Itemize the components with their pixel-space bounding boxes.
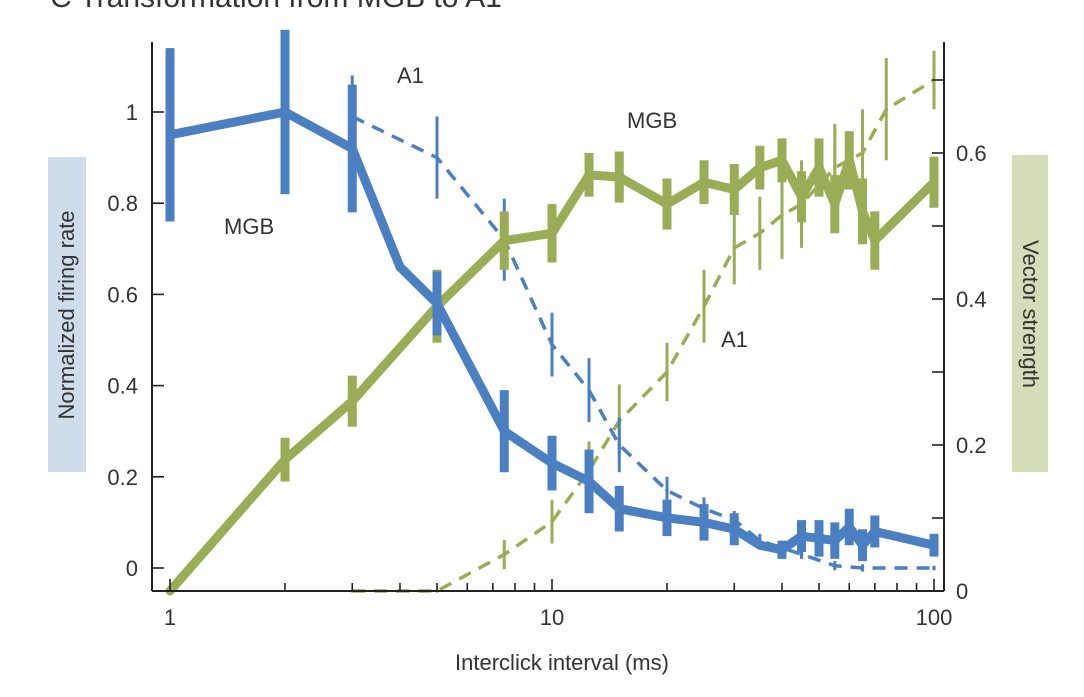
data-point <box>858 206 868 216</box>
data-point <box>797 531 807 541</box>
data-point <box>435 155 439 160</box>
data-point <box>729 185 739 194</box>
y-left-tick-label: 0.4 <box>107 374 138 399</box>
data-point <box>814 533 824 543</box>
y-left-tick-label: 0 <box>126 556 138 581</box>
data-point <box>502 552 507 557</box>
data-point <box>814 163 824 173</box>
series-label-vs_MGB: MGB <box>627 108 677 133</box>
data-point <box>699 177 709 187</box>
x-tick-label: 10 <box>540 605 564 630</box>
y-left-tick-label: 0.8 <box>107 191 138 216</box>
x-tick-label: 1 <box>164 605 176 630</box>
y-axis-right-label-box: Vector strength <box>1012 155 1048 472</box>
y-right-tick-label: 0.6 <box>956 141 987 166</box>
data-point <box>858 540 868 550</box>
data-point <box>797 192 807 202</box>
data-point <box>280 107 290 117</box>
data-point <box>860 151 865 155</box>
data-point <box>833 165 837 170</box>
data-point <box>844 522 854 532</box>
data-point <box>665 488 669 493</box>
data-point <box>584 170 594 180</box>
data-point <box>755 163 765 173</box>
data-point <box>844 155 854 165</box>
data-point <box>665 370 669 374</box>
x-tick-label: 100 <box>916 605 953 630</box>
data-point <box>699 517 709 527</box>
data-point <box>860 566 865 570</box>
annotations: A1 MGB MGB A1 <box>224 63 748 352</box>
data-point <box>662 513 672 523</box>
data-point <box>499 426 509 436</box>
data-point <box>165 130 175 140</box>
series-group <box>165 29 939 596</box>
data-point <box>830 199 840 209</box>
y-right-tick-label: 0.2 <box>956 433 987 458</box>
data-point <box>550 519 554 524</box>
data-point <box>870 236 880 246</box>
chart-title: C Transformation from MGB to A1 <box>50 0 502 15</box>
data-point <box>729 524 739 534</box>
data-point <box>584 476 594 486</box>
data-point <box>432 299 442 309</box>
data-point <box>777 545 787 555</box>
series-label-vs_A1: A1 <box>721 327 748 352</box>
data-point <box>932 566 936 570</box>
data-point <box>662 199 672 209</box>
y-left-tick-label: 0.6 <box>107 282 138 307</box>
y-axis-left-label-box: Normalized firing rate <box>48 157 86 472</box>
data-point <box>547 228 557 238</box>
x-axis-label: Interclick interval (ms) <box>455 650 669 675</box>
data-point <box>732 246 737 250</box>
data-point <box>395 262 405 272</box>
y-left-tick-label: 0.2 <box>107 465 138 490</box>
data-point <box>614 172 624 182</box>
data-point <box>929 177 939 187</box>
data-point <box>614 504 624 514</box>
data-point <box>758 231 762 236</box>
data-point <box>702 304 706 309</box>
data-point <box>755 540 765 550</box>
data-point <box>929 540 939 550</box>
series-firing_MGB <box>165 29 939 562</box>
y-right-tick-label: 0.4 <box>956 287 987 312</box>
data-point <box>617 443 622 447</box>
data-point <box>499 236 509 246</box>
data-point <box>777 155 787 165</box>
data-point <box>833 563 837 568</box>
data-point <box>547 458 557 468</box>
series-line-vs_A1 <box>352 78 935 593</box>
data-point <box>280 455 290 465</box>
data-point <box>780 213 784 217</box>
data-point <box>347 143 357 153</box>
series-line-vs_MGB <box>166 155 938 594</box>
series-label-firing_A1: A1 <box>397 63 424 88</box>
data-point <box>799 552 804 557</box>
data-point <box>587 388 591 392</box>
data-point <box>884 107 889 111</box>
y-left-tick-label: 1 <box>126 100 138 125</box>
data-point <box>870 527 880 537</box>
series-label-firing_MGB: MGB <box>224 214 274 239</box>
series-line-firing_A1 <box>351 115 934 570</box>
data-point <box>347 396 357 406</box>
y-right-tick-label: 0 <box>956 579 968 604</box>
data-point <box>550 342 554 347</box>
data-point <box>830 536 840 546</box>
